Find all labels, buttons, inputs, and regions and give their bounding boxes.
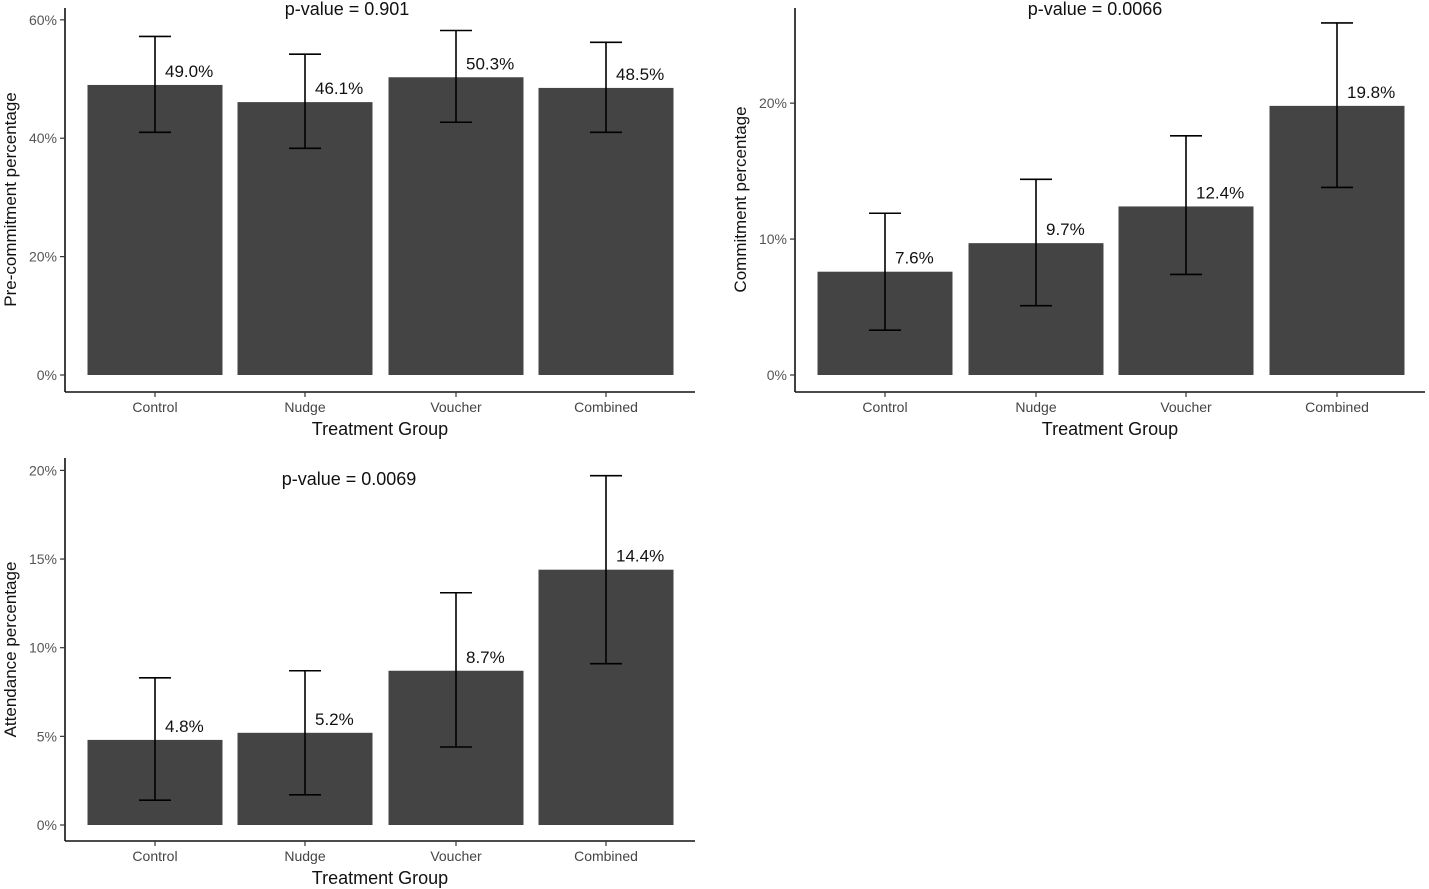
panel-1: 0% 20% 40% 60% 49.0% Control 46.1% Nudge 50.3% Vo…	[1, 0, 695, 439]
x-tick-label: Nudge	[1015, 399, 1056, 415]
x-tick-label: Control	[132, 848, 177, 864]
data-label: 46.1%	[315, 79, 363, 98]
y-tick-label: 20%	[759, 95, 787, 111]
p-value-annotation: p-value = 0.0069	[282, 469, 417, 489]
data-label: 9.7%	[1046, 220, 1085, 239]
p-value-annotation: p-value = 0.0066	[1028, 0, 1163, 19]
y-tick-label: 0%	[37, 367, 57, 383]
y-tick-label: 40%	[29, 130, 57, 146]
x-tick-label: Voucher	[430, 848, 482, 864]
x-tick-label: Combined	[574, 848, 638, 864]
x-tick-label: Nudge	[284, 399, 325, 415]
data-label: 48.5%	[616, 65, 664, 84]
data-label: 14.4%	[616, 547, 664, 566]
y-tick-label: 60%	[29, 12, 57, 28]
x-tick-label: Control	[862, 399, 907, 415]
bar	[87, 84, 223, 376]
y-tick-label: 5%	[37, 728, 57, 744]
data-label: 8.7%	[466, 648, 505, 667]
y-tick-label: 20%	[29, 462, 57, 478]
y-tick-label: 10%	[759, 231, 787, 247]
x-tick-label: Nudge	[284, 848, 325, 864]
data-label: 4.8%	[165, 717, 204, 736]
y-tick-label: 20%	[29, 249, 57, 265]
y-tick-label: 0%	[767, 367, 787, 383]
y-axis-label: Pre-commitment percentage	[1, 92, 20, 306]
bar	[388, 77, 524, 375]
data-label: 12.4%	[1196, 183, 1244, 202]
bar	[538, 87, 674, 376]
x-tick-label: Voucher	[1160, 399, 1212, 415]
p-value-annotation: p-value = 0.901	[285, 0, 410, 19]
x-tick-label: Control	[132, 399, 177, 415]
panel-3: 0% 5% 10% 15% 20% 4.8% Control 5.2% Nudge 8.7% Vou…	[1, 458, 695, 888]
data-label: 19.8%	[1347, 83, 1395, 102]
data-label: 7.6%	[895, 249, 934, 268]
x-axis-label: Treatment Group	[312, 419, 448, 439]
x-tick-label: Combined	[1305, 399, 1369, 415]
y-axis-label: Attendance percentage	[1, 562, 20, 738]
y-tick-label: 0%	[37, 817, 57, 833]
x-axis-label: Treatment Group	[1042, 419, 1178, 439]
data-label: 5.2%	[315, 710, 354, 729]
y-tick-label: 15%	[29, 551, 57, 567]
data-label: 50.3%	[466, 54, 514, 73]
y-axis-label: Commitment percentage	[731, 106, 750, 292]
x-tick-label: Voucher	[430, 399, 482, 415]
y-tick-label: 10%	[29, 640, 57, 656]
x-axis-label: Treatment Group	[312, 868, 448, 888]
panel-2: 0% 10% 20% 7.6% Control 9.7% Nudge 12.4% Voucher…	[731, 0, 1425, 439]
data-label: 49.0%	[165, 62, 213, 81]
x-tick-label: Combined	[574, 399, 638, 415]
